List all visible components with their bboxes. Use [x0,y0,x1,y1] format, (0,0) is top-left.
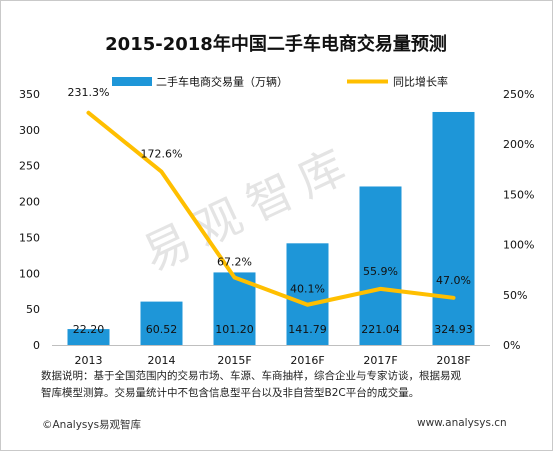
y-tick-label: 150 [19,231,40,244]
watermark-char: 库 [289,139,354,207]
y-tick-label: 100 [19,267,40,280]
bar [359,186,402,345]
bar-value-label: 221.04 [361,323,400,336]
x-tick-label: 2016F [290,354,324,367]
bar-value-label: 22.20 [73,323,105,336]
watermark-char: 智 [238,163,303,231]
y2-tick-label: 200% [503,138,534,151]
growth-line [86,110,456,307]
chart-title: 2015-2018年中国二手车电商交易量预测 [105,33,447,55]
legend-label-line: 同比增长率 [393,75,448,89]
bar [140,301,183,345]
y2-tick-label: 250% [503,88,534,101]
line-value-label: 231.3% [68,86,110,99]
x-tick-label: 2014 [148,354,176,367]
line-value-label: 40.1% [290,283,325,296]
y-tick-label: 300 [19,124,40,137]
watermark-char: 易 [135,213,200,281]
y2-tick-label: 50% [503,289,527,302]
y2-tick-label: 0% [503,339,520,352]
y2-tick-label: 100% [503,239,534,252]
x-tick-label: 2018F [436,354,470,367]
bar [286,243,329,345]
y2-tick-label: 150% [503,188,534,201]
bar [67,329,110,345]
bar-value-label: 101.20 [215,323,254,336]
bar-value-label: 60.52 [146,323,178,336]
y-tick-label: 50 [26,303,40,316]
line-value-label: 172.6% [141,148,183,161]
y-tick-label: 250 [19,160,40,173]
x-tick-label: 2017F [363,354,397,367]
website: www.analysys.cn [417,417,507,429]
line-value-label: 47.0% [436,274,471,287]
copyright: ©Analysys易观智库 [42,419,142,431]
line-value-label: 67.2% [217,256,252,269]
x-tick-label: 2015F [217,354,251,367]
bar-value-label: 141.79 [288,323,327,336]
y-tick-label: 350 [19,88,40,101]
source-note-line-1: 数据说明：基于全国范围内的交易市场、车源、车商抽样，综合企业与专家访谈，根据易观 [41,370,461,382]
y-tick-label: 0 [33,339,40,352]
legend-swatch-bars [112,77,152,86]
bar-value-label: 324.93 [434,323,473,336]
y-tick-label: 200 [19,196,40,209]
x-tick-label: 2013 [75,354,103,367]
bar [432,111,475,345]
source-note-line-2: 智库模型测算。交易量统计中不包含信息型平台以及非自营型B2C平台的成交量。 [41,387,420,399]
legend-label-bars: 二手车电商交易量（万辆） [156,75,288,89]
line-value-label: 55.9% [363,265,398,278]
